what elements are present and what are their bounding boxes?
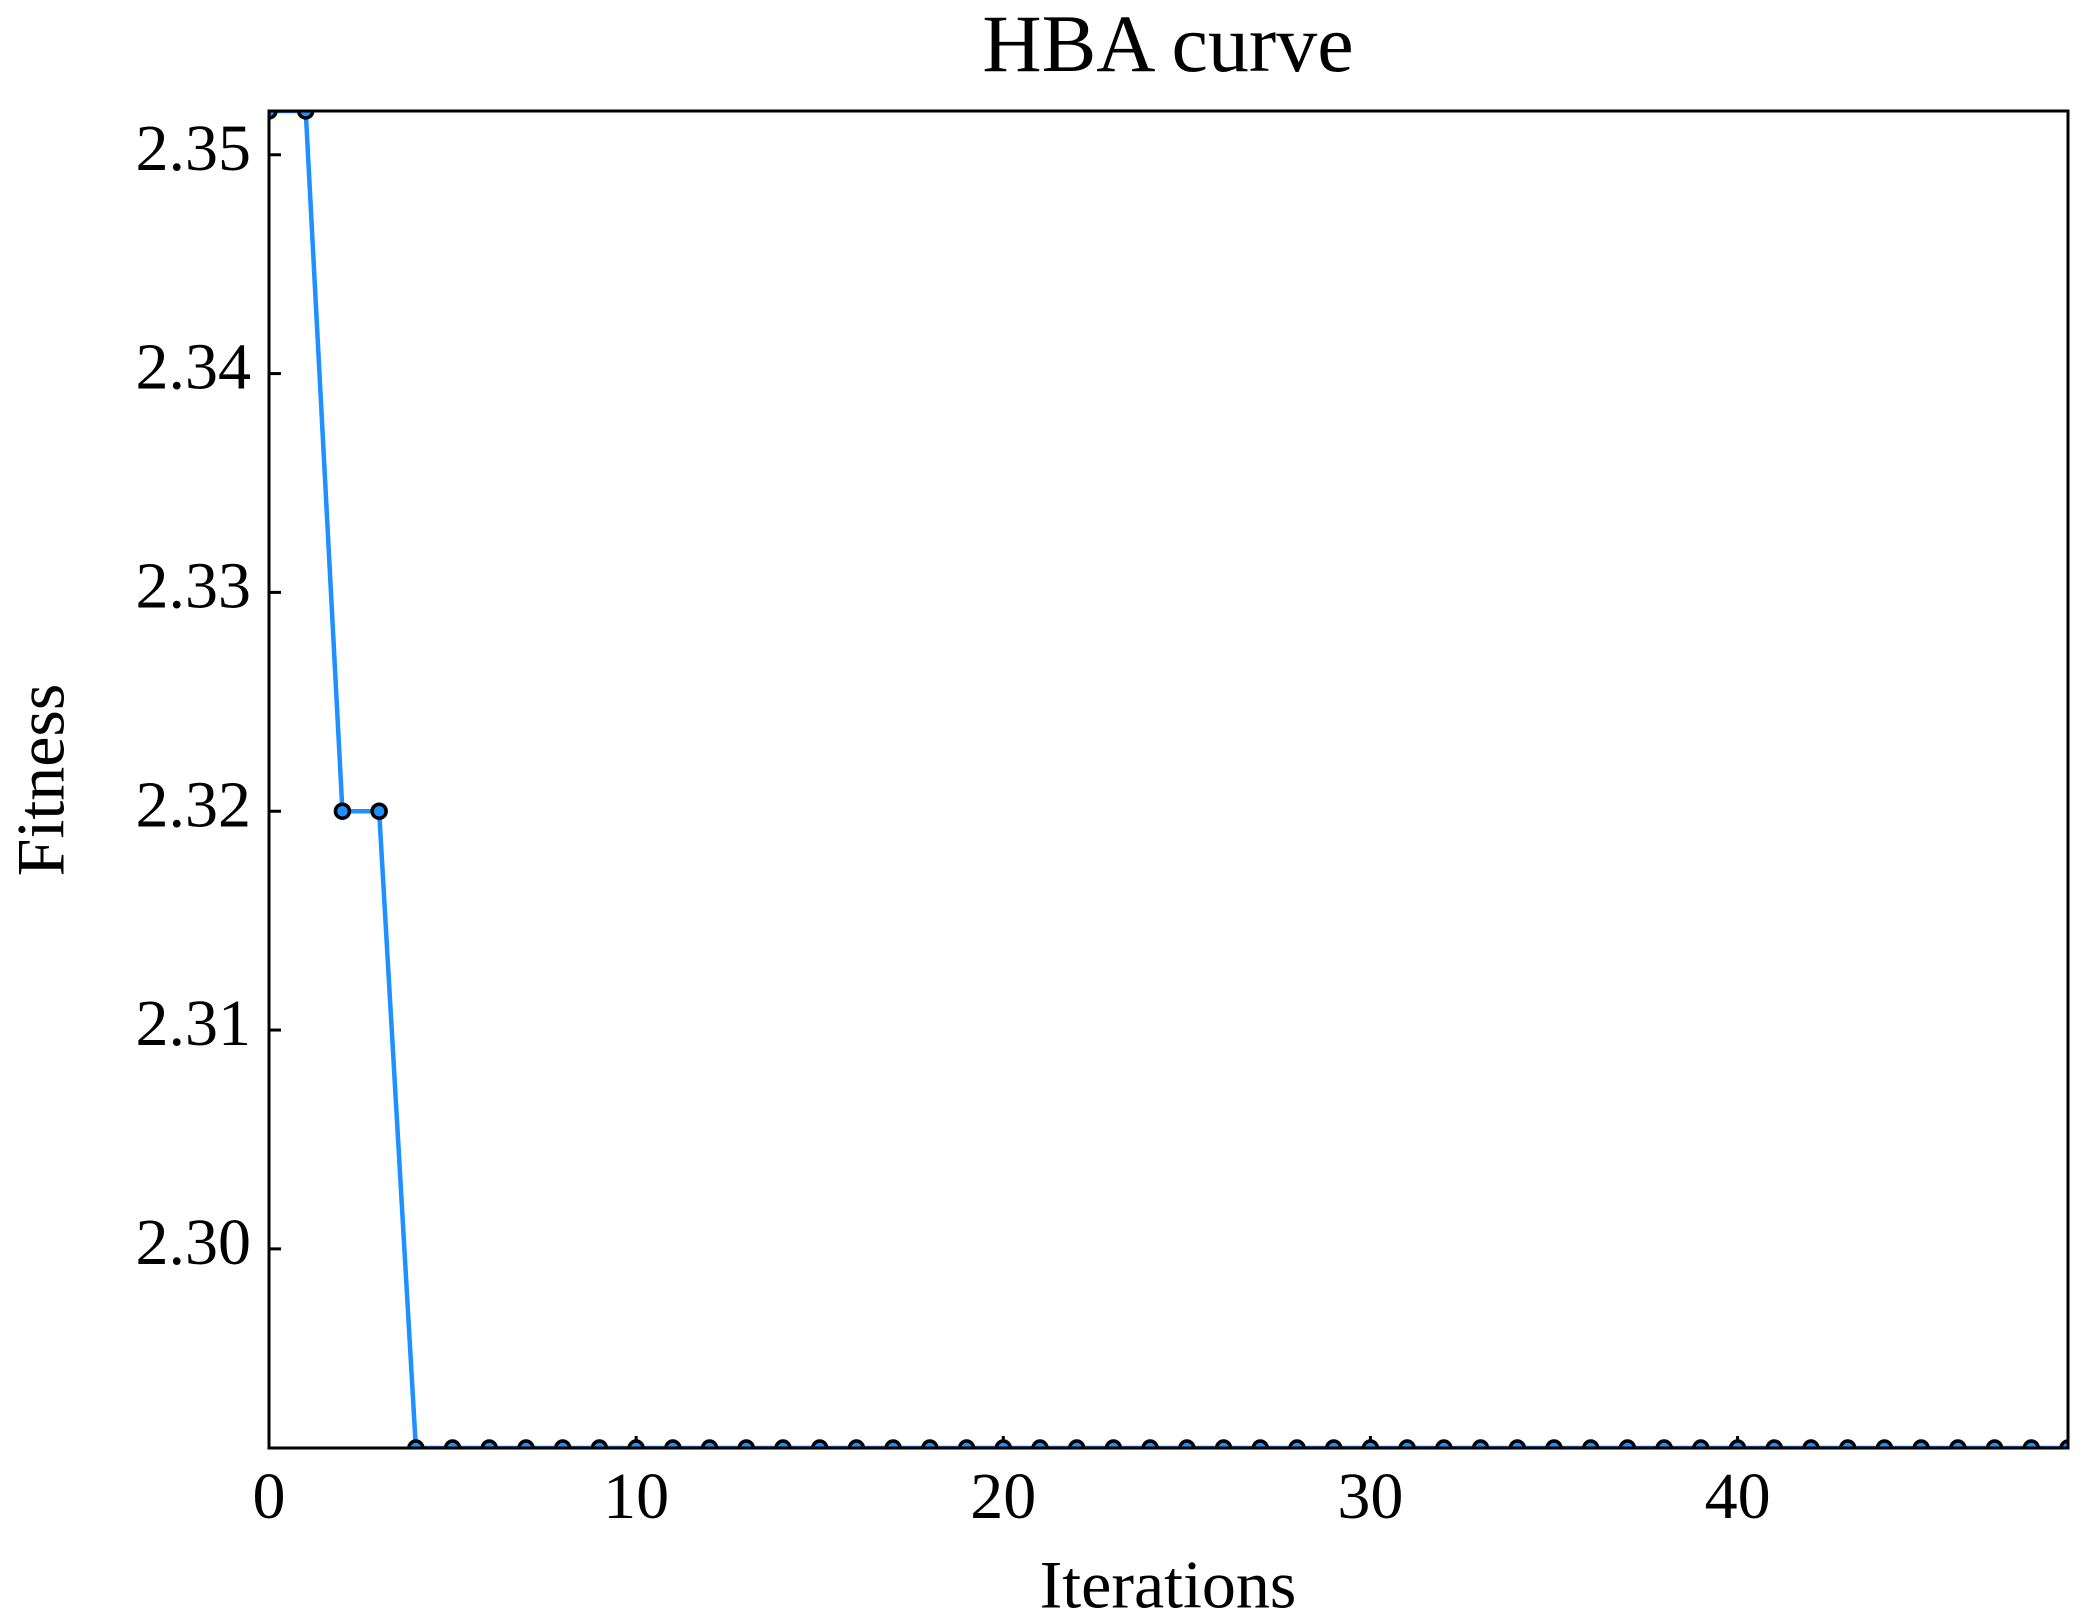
data-point: [517, 1439, 535, 1448]
data-point: [1508, 1439, 1527, 1448]
y-tick-label: 2.35: [136, 112, 252, 185]
series-line: [269, 111, 2068, 1448]
data-point: [627, 1439, 645, 1448]
y-axis-label: Fitness: [3, 684, 79, 877]
data-point: [957, 1439, 976, 1448]
data-point: [1067, 1439, 1086, 1448]
data-point: [1728, 1439, 1747, 1448]
x-tick-label: 40: [1705, 1460, 1771, 1533]
x-tick-label: 0: [253, 1460, 286, 1533]
y-tick-label: 2.32: [136, 768, 252, 841]
data-point: [1985, 1439, 2004, 1448]
y-tick-label: 2.31: [136, 987, 252, 1060]
data-point: [1802, 1439, 1820, 1448]
y-tick-label: 2.30: [136, 1206, 252, 1279]
y-tick-label: 2.33: [136, 550, 252, 623]
data-point: [296, 111, 315, 120]
data-point: [1581, 1439, 1600, 1448]
data-point: [407, 1439, 425, 1448]
x-tick-label: 30: [1337, 1460, 1403, 1533]
data-point: [553, 1439, 572, 1448]
data-point: [480, 1439, 499, 1448]
data-point: [590, 1439, 609, 1448]
data-point: [774, 1439, 792, 1448]
data-point: [884, 1439, 902, 1448]
data-point: [1214, 1439, 1233, 1448]
data-point: [1471, 1439, 1490, 1448]
data-point: [1361, 1439, 1380, 1448]
data-point: [333, 802, 352, 820]
data-point: [1141, 1439, 1159, 1448]
data-point: [1178, 1439, 1196, 1448]
data-point: [269, 111, 278, 120]
data-point: [664, 1439, 682, 1448]
data-point: [2059, 1439, 2068, 1448]
data-point: [1435, 1439, 1453, 1448]
data-point: [370, 802, 388, 820]
data-point: [1288, 1439, 1306, 1448]
plot-area: [269, 111, 2068, 1448]
data-point: [1545, 1439, 1563, 1448]
data-point: [1398, 1439, 1416, 1448]
data-point: [1324, 1439, 1343, 1448]
data-point: [443, 1439, 462, 1448]
plot-frame: [267, 109, 2070, 1450]
y-tick-label: 2.34: [136, 331, 252, 404]
data-point: [700, 1439, 719, 1448]
data-point: [1912, 1439, 1930, 1448]
chart-title: HBA curve: [982, 0, 1353, 89]
data-point: [737, 1439, 756, 1448]
x-tick-label: 10: [603, 1460, 669, 1533]
data-point: [1031, 1439, 1049, 1448]
data-point: [921, 1439, 939, 1448]
data-point: [1251, 1439, 1270, 1448]
data-point: [1618, 1439, 1637, 1448]
data-point: [1104, 1439, 1123, 1448]
x-tick-label: 20: [970, 1460, 1036, 1533]
data-point: [1838, 1439, 1857, 1448]
data-point: [1875, 1439, 1894, 1448]
data-point: [994, 1439, 1013, 1448]
data-point: [2022, 1439, 2041, 1448]
data-point: [810, 1439, 829, 1448]
data-point: [1949, 1439, 1967, 1448]
data-point: [1692, 1439, 1710, 1448]
data-point: [1655, 1439, 1673, 1448]
data-point: [1765, 1439, 1784, 1448]
data-point: [847, 1439, 866, 1448]
x-axis-label: Iterations: [1040, 1547, 1297, 1622]
